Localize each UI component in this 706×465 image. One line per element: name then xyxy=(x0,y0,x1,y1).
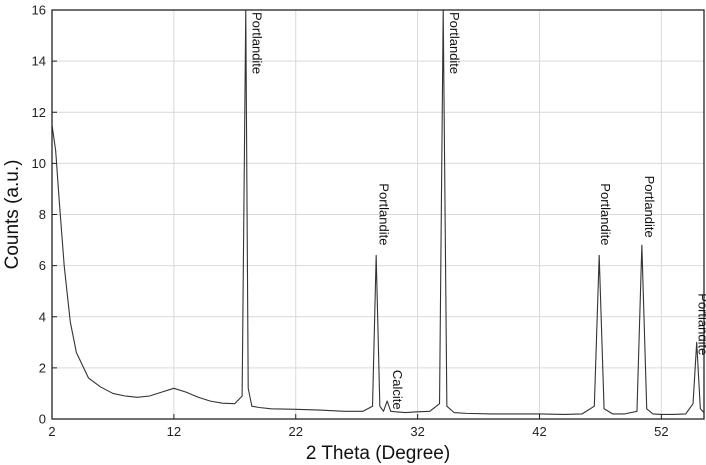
diffraction-trace xyxy=(51,9,705,415)
peak-annotations: Portlandite Portlandite Calcite Portlandite… xyxy=(250,12,706,410)
peak-label: Portlandite xyxy=(598,183,613,245)
y-tick-label: 8 xyxy=(39,207,46,222)
peak-label: Portlandite xyxy=(696,293,706,355)
y-axis-title: Counts (a.u.) xyxy=(2,160,23,270)
peak-label: Calcite xyxy=(390,370,405,410)
x-axis-title: 2 Theta (Degree) xyxy=(306,443,450,464)
x-tick-label: 52 xyxy=(654,424,668,439)
x-tick-label: 42 xyxy=(532,424,546,439)
grid xyxy=(52,10,704,419)
y-tick-label: 10 xyxy=(32,156,46,171)
peak-label: Portlandite xyxy=(447,12,462,74)
peak-label: Portlandite xyxy=(250,12,265,74)
y-tick-label: 2 xyxy=(39,360,46,375)
x-tick-label: 2 xyxy=(48,424,55,439)
y-tick-label: 14 xyxy=(32,54,46,69)
peak-label: Portlandite xyxy=(376,183,391,245)
x-tick-label: 32 xyxy=(410,424,424,439)
y-tick-label: 4 xyxy=(39,309,46,324)
y-tick-label: 16 xyxy=(32,3,46,18)
y-tick-label: 0 xyxy=(39,412,46,427)
x-tick-label: 12 xyxy=(167,424,181,439)
x-tick-label: 22 xyxy=(289,424,303,439)
peak-label: Portlandite xyxy=(642,176,657,238)
y-tick-label: 12 xyxy=(32,105,46,120)
plot-area xyxy=(51,9,705,415)
y-tick-label: 6 xyxy=(39,258,46,273)
